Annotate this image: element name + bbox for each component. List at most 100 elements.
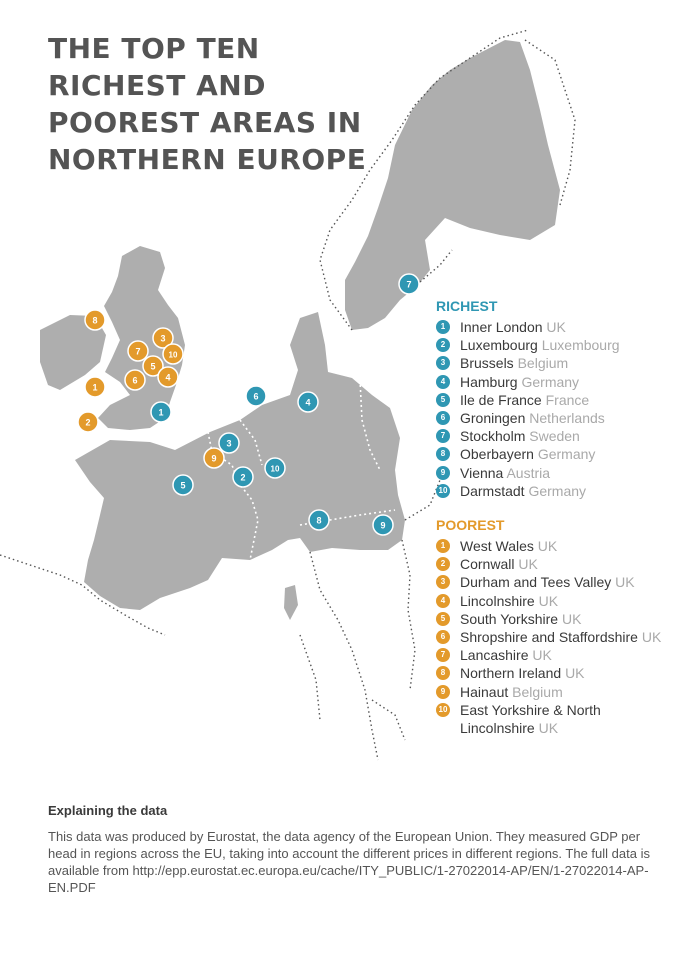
legend-country-name: Belgium — [517, 355, 569, 372]
legend-country-name: UK — [546, 319, 566, 335]
poorest-marker[interactable]: 5 — [142, 355, 164, 377]
svg-text:3: 3 — [226, 439, 231, 449]
poorest-marker[interactable]: 4 — [157, 366, 179, 388]
legend-country-name: UK — [641, 629, 662, 646]
legend-region-name: Darmstadt — [460, 482, 525, 499]
east-europe-outline — [404, 479, 441, 521]
svg-text:4: 4 — [305, 398, 310, 408]
legend-number-badge: 1 — [436, 539, 450, 553]
richest-marker[interactable]: 7 — [398, 273, 420, 295]
legend-item: 8 Oberbayern Germany — [436, 445, 676, 463]
legend-item: 4 Lincolnshire UK — [436, 592, 676, 610]
richest-marker[interactable]: 3 — [218, 432, 240, 454]
legend-region-name: West Wales — [460, 538, 534, 554]
legend-country-name: UK — [565, 665, 585, 682]
legend-richest: RICHEST 1 Inner London UK 2 Luxembourg Luxe… — [436, 298, 676, 500]
legend-number-badge: 4 — [436, 593, 450, 608]
legend-region-name: Shropshire and Staffordshire — [460, 629, 638, 646]
legend-item: 2 Luxembourg Luxembourg — [436, 336, 676, 354]
richest-marker[interactable]: 5 — [172, 474, 194, 496]
legend-region-name: Stockholm — [460, 428, 526, 445]
svg-text:6: 6 — [132, 376, 137, 386]
legend-region-name: Durham and Tees Valley — [460, 574, 612, 591]
italy-west-coast — [299, 634, 321, 721]
richest-marker[interactable]: 4 — [297, 391, 319, 413]
legend-country-name: UK — [538, 720, 559, 737]
notes-body: This data was produced by Eurostat, the … — [48, 829, 650, 895]
poorest-marker[interactable]: 2 — [77, 411, 99, 433]
legend-heading-richest: RICHEST — [436, 298, 498, 314]
legend-item: 4 Hamburg Germany — [436, 373, 676, 391]
legend-region-name: Brussels — [460, 355, 514, 372]
legend-number-badge: 10 — [436, 483, 450, 498]
svg-text:4: 4 — [165, 373, 170, 383]
richest-marker[interactable]: 8 — [308, 509, 330, 531]
legend-country-name: UK — [561, 610, 582, 627]
svg-text:9: 9 — [380, 521, 385, 531]
legend-number-badge: 5 — [436, 611, 450, 626]
legend-region-name: Oberbayern — [460, 446, 534, 463]
legend-region-name: Lancashire — [460, 647, 529, 664]
legend-country-name: Germany — [528, 482, 587, 499]
legend-number-badge: 6 — [436, 630, 450, 645]
legend-number-badge: 7 — [436, 648, 450, 663]
richest-marker[interactable]: 1 — [150, 401, 172, 423]
legend-country-name: UK — [537, 538, 558, 554]
svg-text:5: 5 — [150, 362, 155, 372]
legend-region-name: Ile de France — [460, 391, 542, 408]
svg-text:9: 9 — [211, 454, 216, 464]
legend-region-name: South Yorkshire — [460, 610, 559, 627]
legend-country-name: UK — [532, 647, 552, 664]
legend-item: 7 Stockholm Sweden — [436, 427, 676, 445]
legend-country-name: Germany — [537, 446, 596, 463]
legend-item: 9 Hainaut Belgium — [436, 683, 676, 701]
richest-marker[interactable]: 10 — [264, 457, 286, 479]
legend-country-name: UK — [538, 592, 559, 609]
richest-marker[interactable]: 2 — [232, 466, 254, 488]
poorest-markers: 8 1 2 3 7 10 5 6 4 9 — [77, 309, 225, 469]
legend-number-badge: 9 — [436, 684, 450, 699]
poorest-marker[interactable]: 6 — [124, 369, 146, 391]
svg-text:1: 1 — [92, 383, 97, 393]
legend-number-badge: 9 — [436, 465, 450, 480]
legend-number-badge: 2 — [436, 338, 450, 353]
legend-country-name: UK — [518, 556, 538, 573]
legend-heading-poorest: POOREST — [436, 517, 505, 533]
legend-region-name: Vienna — [460, 464, 504, 481]
richest-marker[interactable]: 6 — [245, 385, 267, 407]
legend-region-name: East Yorkshire & North Lincolnshire — [460, 701, 601, 737]
corsica-land — [284, 585, 298, 620]
border-germany-east — [359, 379, 381, 471]
poorest-marker[interactable]: 3 — [152, 327, 174, 349]
border-benelux — [239, 419, 263, 466]
legend-number-badge: 8 — [436, 447, 450, 462]
legend-country-name: Netherlands — [529, 410, 605, 427]
poorest-marker[interactable]: 1 — [84, 376, 106, 398]
svg-text:5: 5 — [180, 481, 185, 491]
poorest-marker[interactable]: 9 — [203, 447, 225, 469]
legend-item: 10 East Yorkshire & North Lincolnshire UK — [436, 701, 676, 737]
legend-number-badge: 8 — [436, 666, 450, 681]
poorest-marker[interactable]: 8 — [84, 309, 106, 331]
legend-region-name: Cornwall — [460, 556, 515, 573]
finland-outline — [524, 39, 576, 206]
richest-marker[interactable]: 9 — [372, 514, 394, 536]
legend-country-name: Austria — [506, 464, 551, 481]
svg-text:7: 7 — [406, 280, 411, 290]
border-france-belgium — [207, 431, 239, 483]
poorest-marker[interactable]: 7 — [127, 340, 149, 362]
legend-country-name: Belgium — [512, 683, 563, 700]
border-france-germany — [237, 481, 259, 561]
page-title: THE TOP TEN RICHEST AND POOREST AREAS IN… — [48, 32, 367, 176]
poorest-marker[interactable]: 10 — [162, 343, 184, 365]
legend-item: 6 Shropshire and Staffordshire UK — [436, 628, 676, 646]
richest-markers: 1 6 4 3 2 10 5 8 9 7 — [150, 273, 420, 536]
legend-number-badge: 6 — [436, 411, 450, 426]
legend-item: 8 Northern Ireland UK — [436, 664, 676, 682]
legend-region-name: Hainaut — [460, 683, 509, 700]
legend-number-badge: 7 — [436, 429, 450, 444]
legend-region-name: Northern Ireland — [460, 665, 562, 682]
legend-item: 5 Ile de France France — [436, 391, 676, 409]
legend-item: 3 Brussels Belgium — [436, 354, 676, 372]
